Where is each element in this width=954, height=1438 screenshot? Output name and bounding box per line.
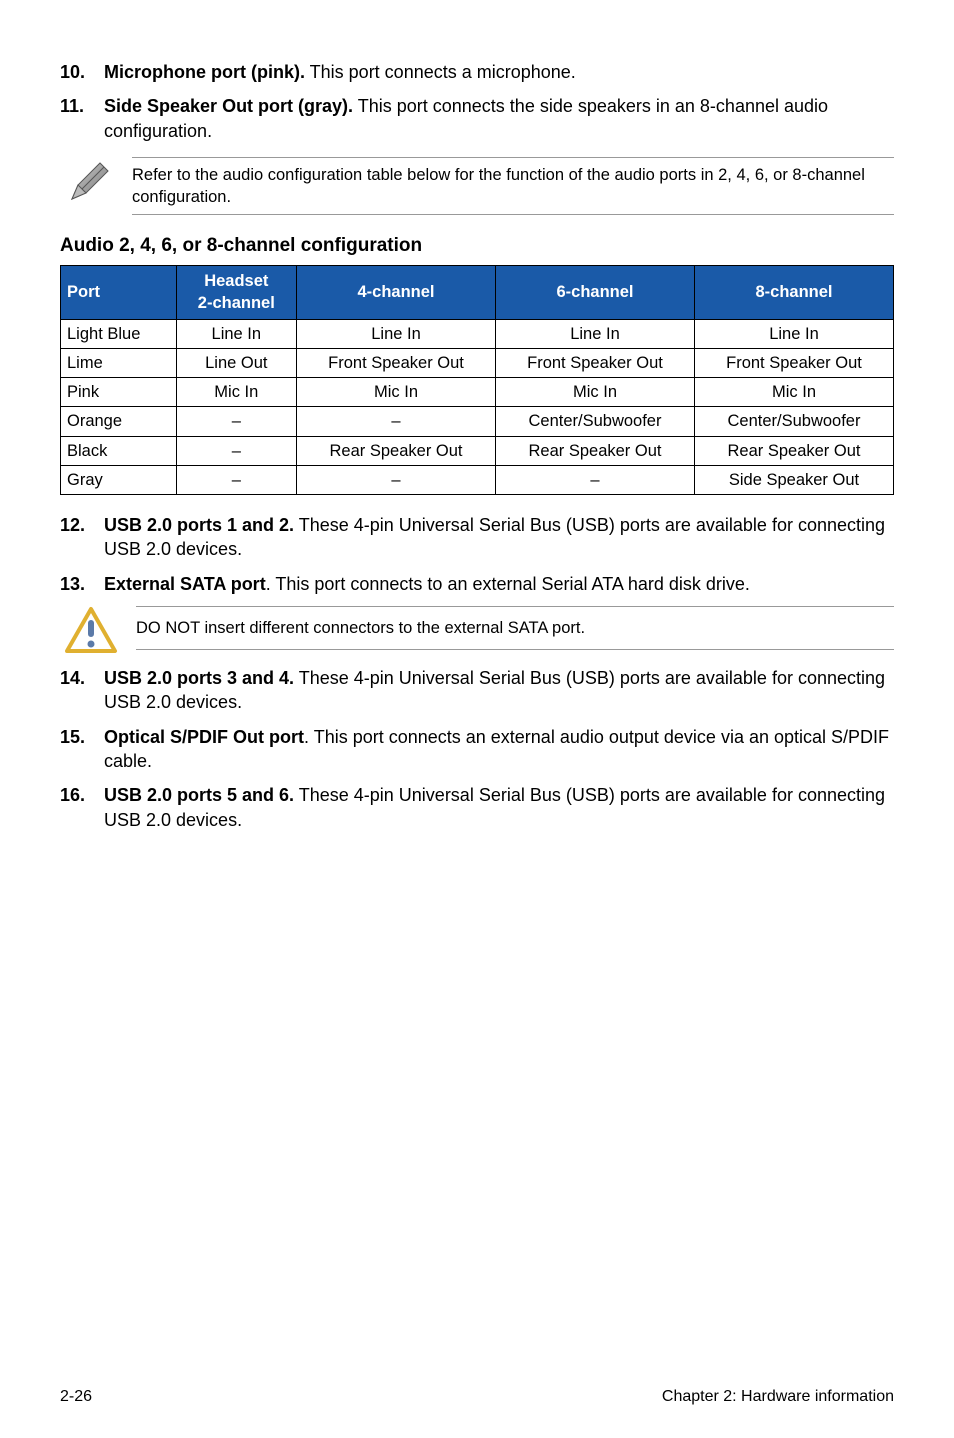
list-item-10: 10. Microphone port (pink). This port co… bbox=[60, 60, 894, 84]
cell: Front Speaker Out bbox=[496, 348, 695, 377]
cell: Line In bbox=[297, 319, 496, 348]
item-number: 15. bbox=[60, 725, 104, 774]
table-row: Light Blue Line In Line In Line In Line … bbox=[61, 319, 894, 348]
item-number: 16. bbox=[60, 783, 104, 832]
th-port: Port bbox=[61, 266, 177, 320]
cell: Front Speaker Out bbox=[694, 348, 893, 377]
item-number: 10. bbox=[60, 60, 104, 84]
table-row: Orange – – Center/Subwoofer Center/Subwo… bbox=[61, 407, 894, 436]
cell: Mic In bbox=[297, 378, 496, 407]
warning-icon bbox=[64, 606, 118, 656]
page-number: 2-26 bbox=[60, 1386, 92, 1408]
cell: – bbox=[176, 436, 296, 465]
item-text: USB 2.0 ports 1 and 2. These 4-pin Unive… bbox=[104, 513, 894, 562]
table-row: Lime Line Out Front Speaker Out Front Sp… bbox=[61, 348, 894, 377]
cell: Orange bbox=[61, 407, 177, 436]
cell: Black bbox=[61, 436, 177, 465]
item-text: Side Speaker Out port (gray). This port … bbox=[104, 94, 894, 143]
cell: Rear Speaker Out bbox=[297, 436, 496, 465]
cell: Gray bbox=[61, 465, 177, 494]
cell: – bbox=[297, 465, 496, 494]
item-text: External SATA port. This port connects t… bbox=[104, 572, 894, 596]
cell: – bbox=[496, 465, 695, 494]
item-body: This port connects a microphone. bbox=[305, 62, 576, 82]
page-footer: 2-26 Chapter 2: Hardware information bbox=[60, 1386, 894, 1408]
table-heading: Audio 2, 4, 6, or 8-channel configuratio… bbox=[60, 233, 894, 259]
th-6ch: 6-channel bbox=[496, 266, 695, 320]
cell: Pink bbox=[61, 378, 177, 407]
list-item-12: 12. USB 2.0 ports 1 and 2. These 4-pin U… bbox=[60, 513, 894, 562]
item-number: 12. bbox=[60, 513, 104, 562]
th-8ch: 8-channel bbox=[694, 266, 893, 320]
th-headset: Headset2-channel bbox=[176, 266, 296, 320]
cell: Mic In bbox=[176, 378, 296, 407]
cell: Center/Subwoofer bbox=[496, 407, 695, 436]
item-title: Side Speaker Out port (gray). bbox=[104, 96, 353, 116]
cell: Lime bbox=[61, 348, 177, 377]
item-body: . This port connects to an external Seri… bbox=[266, 574, 750, 594]
cell: Line In bbox=[694, 319, 893, 348]
list-item-13: 13. External SATA port. This port connec… bbox=[60, 572, 894, 596]
item-title: Microphone port (pink). bbox=[104, 62, 305, 82]
pencil-icon bbox=[64, 157, 114, 207]
cell: Mic In bbox=[694, 378, 893, 407]
item-title: USB 2.0 ports 5 and 6. bbox=[104, 785, 294, 805]
cell: Line In bbox=[496, 319, 695, 348]
item-text: USB 2.0 ports 3 and 4. These 4-pin Unive… bbox=[104, 666, 894, 715]
item-number: 14. bbox=[60, 666, 104, 715]
item-number: 13. bbox=[60, 572, 104, 596]
cell: Center/Subwoofer bbox=[694, 407, 893, 436]
item-title: USB 2.0 ports 3 and 4. bbox=[104, 668, 294, 688]
cell: – bbox=[297, 407, 496, 436]
table-header: Port Headset2-channel 4-channel 6-channe… bbox=[61, 266, 894, 320]
th-4ch: 4-channel bbox=[297, 266, 496, 320]
cell: Rear Speaker Out bbox=[694, 436, 893, 465]
item-title: External SATA port bbox=[104, 574, 266, 594]
table-row: Pink Mic In Mic In Mic In Mic In bbox=[61, 378, 894, 407]
list-item-16: 16. USB 2.0 ports 5 and 6. These 4-pin U… bbox=[60, 783, 894, 832]
cell: Line In bbox=[176, 319, 296, 348]
table-row: Black – Rear Speaker Out Rear Speaker Ou… bbox=[61, 436, 894, 465]
list-item-15: 15. Optical S/PDIF Out port. This port c… bbox=[60, 725, 894, 774]
table-body: Light Blue Line In Line In Line In Line … bbox=[61, 319, 894, 495]
cell: Front Speaker Out bbox=[297, 348, 496, 377]
chapter-title: Chapter 2: Hardware information bbox=[662, 1386, 894, 1408]
audio-config-table: Port Headset2-channel 4-channel 6-channe… bbox=[60, 265, 894, 495]
cell: Light Blue bbox=[61, 319, 177, 348]
item-text: Optical S/PDIF Out port. This port conne… bbox=[104, 725, 894, 774]
item-title: Optical S/PDIF Out port bbox=[104, 727, 304, 747]
cell: Mic In bbox=[496, 378, 695, 407]
cell: – bbox=[176, 465, 296, 494]
note-text: DO NOT insert different connectors to th… bbox=[136, 606, 894, 650]
cell: – bbox=[176, 407, 296, 436]
item-text: Microphone port (pink). This port connec… bbox=[104, 60, 894, 84]
list-item-14: 14. USB 2.0 ports 3 and 4. These 4-pin U… bbox=[60, 666, 894, 715]
note-text: Refer to the audio configuration table b… bbox=[132, 157, 894, 216]
item-title: USB 2.0 ports 1 and 2. bbox=[104, 515, 294, 535]
note-warning: DO NOT insert different connectors to th… bbox=[60, 606, 894, 656]
item-number: 11. bbox=[60, 94, 104, 143]
note-pencil: Refer to the audio configuration table b… bbox=[60, 157, 894, 216]
table-row: Gray – – – Side Speaker Out bbox=[61, 465, 894, 494]
cell: Side Speaker Out bbox=[694, 465, 893, 494]
cell: Rear Speaker Out bbox=[496, 436, 695, 465]
cell: Line Out bbox=[176, 348, 296, 377]
item-text: USB 2.0 ports 5 and 6. These 4-pin Unive… bbox=[104, 783, 894, 832]
list-item-11: 11. Side Speaker Out port (gray). This p… bbox=[60, 94, 894, 143]
